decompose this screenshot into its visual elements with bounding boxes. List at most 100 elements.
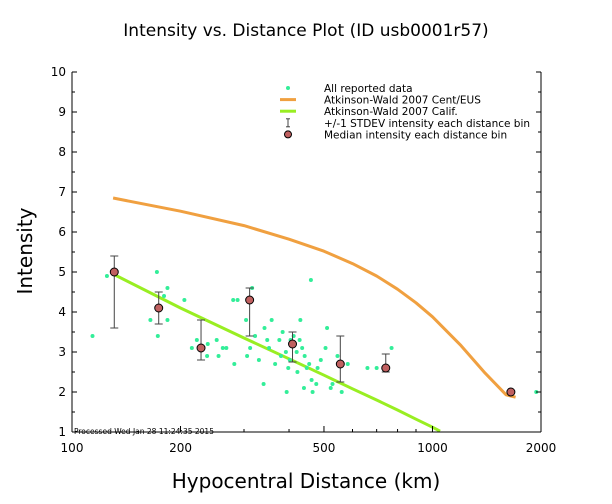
reported-data-point bbox=[182, 298, 187, 302]
reported-data-point bbox=[189, 346, 194, 350]
y-tick-label: 6 bbox=[58, 225, 66, 239]
axes: 1 2 3 4 5 6 7 8 9 10 100 200 500 1000 2000 bbox=[51, 65, 557, 455]
reported-data-point bbox=[261, 382, 266, 386]
reported-data-point bbox=[216, 354, 221, 358]
reported-data-point bbox=[330, 382, 335, 386]
y-tick-label: 1 bbox=[58, 425, 66, 439]
reported-data-point bbox=[287, 358, 292, 362]
reported-data-point bbox=[339, 390, 344, 394]
y-tick-label: 7 bbox=[58, 185, 66, 199]
legend-swatch-reported bbox=[286, 86, 290, 90]
chart-title: Intensity vs. Distance Plot (ID usb0001r… bbox=[123, 21, 488, 41]
reported-data-point bbox=[295, 370, 300, 374]
reported-data-point bbox=[265, 338, 270, 342]
reported-data-point bbox=[389, 346, 394, 350]
x-tick-label: 200 bbox=[169, 441, 192, 455]
median-point bbox=[196, 343, 206, 353]
reported-data-point bbox=[231, 298, 236, 302]
processed-timestamp: Processed Wed Jan 28 11:24:35 2015 bbox=[74, 427, 214, 436]
reported-data-point bbox=[302, 354, 307, 358]
calif-curve bbox=[112, 272, 441, 433]
x-tick-label: 500 bbox=[313, 441, 336, 455]
reported-data-point bbox=[277, 338, 282, 342]
y-tick-label: 9 bbox=[58, 105, 66, 119]
reported-data-point bbox=[315, 366, 320, 370]
median-point bbox=[335, 359, 345, 369]
reported-data-point bbox=[248, 346, 253, 350]
reported-data-point bbox=[245, 354, 250, 358]
median-point bbox=[381, 363, 391, 373]
x-tick-label: 1000 bbox=[417, 441, 448, 455]
reported-data-point bbox=[155, 334, 160, 338]
reported-data-point bbox=[253, 334, 258, 338]
reported-data-point bbox=[300, 346, 305, 350]
reported-data-point bbox=[323, 346, 328, 350]
reported-data-point bbox=[224, 346, 229, 350]
reported-data-point bbox=[148, 318, 153, 322]
reported-data-point bbox=[205, 342, 210, 346]
reported-data-point bbox=[301, 386, 306, 390]
y-tick-label: 5 bbox=[58, 265, 66, 279]
legend-label: +/-1 STDEV intensity each distance bin bbox=[324, 118, 530, 130]
reported-data-point bbox=[328, 386, 333, 390]
median-point bbox=[288, 339, 298, 349]
reported-data-point bbox=[232, 362, 237, 366]
y-tick-label: 8 bbox=[58, 145, 66, 159]
y-tick-label: 10 bbox=[51, 65, 66, 79]
x-tick-label: 100 bbox=[61, 441, 84, 455]
reported-data-point bbox=[269, 318, 274, 322]
cent-eus-curve bbox=[112, 196, 516, 399]
reported-data-point bbox=[214, 338, 219, 342]
legend-swatch-median bbox=[284, 130, 292, 139]
reported-data-point bbox=[205, 354, 210, 358]
reported-data-point bbox=[297, 338, 302, 342]
legend-label: Atkinson-Wald 2007 Calif. bbox=[324, 106, 458, 118]
reported-data-point bbox=[325, 326, 330, 330]
reported-data-point bbox=[345, 362, 350, 366]
median-point bbox=[506, 387, 516, 397]
reported-data-point bbox=[310, 390, 315, 394]
reported-data-point bbox=[374, 366, 379, 370]
reported-data-point bbox=[286, 366, 291, 370]
reported-data-point bbox=[154, 270, 159, 274]
reported-data-point bbox=[308, 278, 313, 282]
reported-data-point bbox=[194, 338, 199, 342]
median-point bbox=[109, 267, 119, 277]
y-axis-title: Intensity bbox=[13, 207, 37, 294]
reported-data-point bbox=[307, 362, 312, 366]
reported-data-point bbox=[220, 346, 225, 350]
reported-data-point bbox=[267, 346, 272, 350]
y-tick-label: 2 bbox=[58, 385, 66, 399]
reported-data-point bbox=[298, 318, 303, 322]
y-tick-label: 4 bbox=[58, 305, 66, 319]
reported-data-point bbox=[90, 334, 95, 338]
reported-data-point bbox=[262, 326, 267, 330]
reported-data-point bbox=[304, 366, 309, 370]
legend-label: All reported data bbox=[324, 83, 413, 95]
reported-data-point bbox=[365, 366, 370, 370]
legend-label: Atkinson-Wald 2007 Cent/EUS bbox=[324, 95, 481, 107]
x-tick-label: 2000 bbox=[526, 441, 557, 455]
reported-data-point bbox=[309, 378, 314, 382]
median-point bbox=[245, 295, 255, 305]
reported-data-point bbox=[162, 294, 167, 298]
reported-data-point bbox=[335, 354, 340, 358]
reported-data-point bbox=[244, 318, 249, 322]
reported-data-point bbox=[256, 358, 261, 362]
reported-data-point bbox=[273, 362, 278, 366]
reported-data-point bbox=[283, 350, 288, 354]
reported-data-point bbox=[318, 358, 323, 362]
y-tick-label: 3 bbox=[58, 345, 66, 359]
reported-data-point bbox=[280, 330, 285, 334]
reported-data-point bbox=[314, 382, 319, 386]
x-axis-title: Hypocentral Distance (km) bbox=[172, 469, 441, 493]
reported-data-point bbox=[294, 350, 299, 354]
legend-label: Median intensity each distance bin bbox=[324, 129, 507, 141]
reported-data-point bbox=[165, 318, 170, 322]
reported-data-point bbox=[284, 390, 289, 394]
median-point bbox=[154, 303, 164, 313]
reported-data-point bbox=[279, 354, 284, 358]
reported-data-point bbox=[235, 298, 240, 302]
